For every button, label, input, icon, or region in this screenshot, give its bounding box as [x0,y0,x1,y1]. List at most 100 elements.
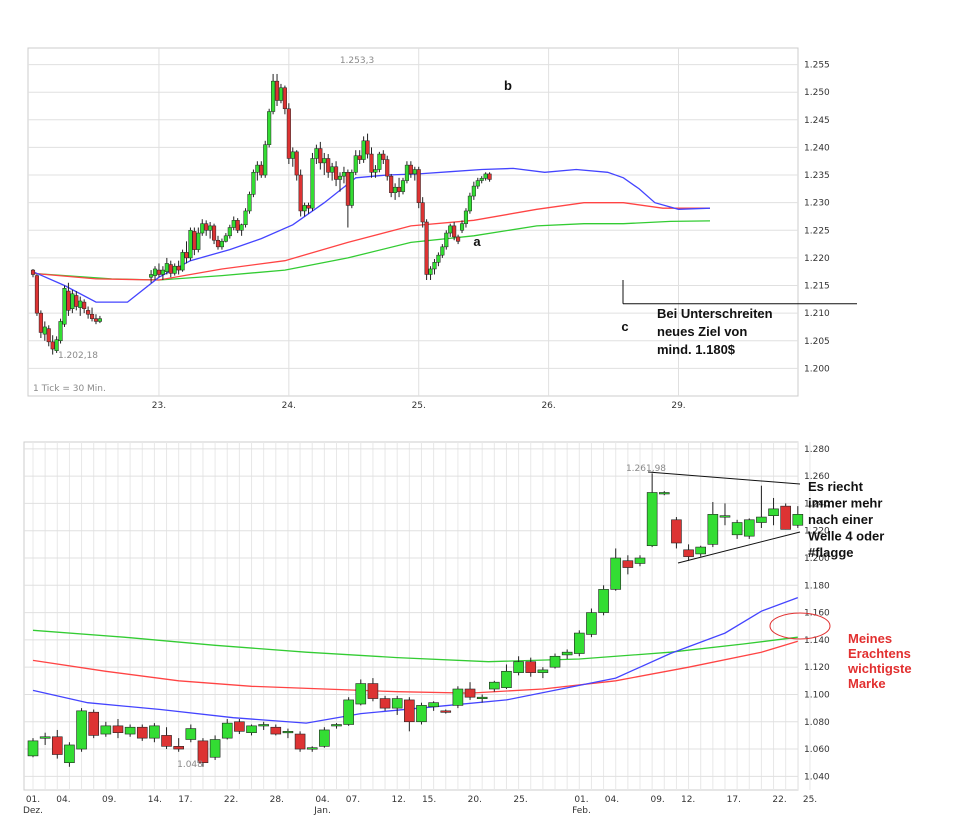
y-tick-label: 1.230 [804,199,830,209]
key-level-circle [769,612,831,640]
candle [780,505,791,530]
candle [424,221,429,275]
y-tick-label: 1.220 [804,254,830,264]
candle [66,290,71,311]
high-label: 1.253,3 [340,56,374,66]
x-tick-label: 24. [282,401,296,411]
candle [412,169,417,175]
candle [192,231,197,250]
x-tick-label: 01. [26,795,40,805]
candle [176,265,181,271]
candle [756,516,767,523]
candle [306,205,311,209]
candle [341,172,346,177]
candle [124,726,136,735]
candle [185,728,197,740]
candle [459,223,465,231]
candle [247,194,252,212]
candle [379,698,391,709]
candle [322,158,327,164]
y-tick-label: 1.200 [804,364,830,374]
candle [537,669,549,673]
candle [30,269,36,275]
moving-average-slow [32,629,798,663]
y-tick-label: 1.100 [804,690,830,700]
candle [428,702,439,708]
candle [200,223,205,234]
candle [267,111,272,145]
candle [731,522,743,536]
candle [156,269,162,275]
intraday-chart: 1.255 1.250 1.245 1.240 1.235 1.230 1.225 1.220… [27,47,857,411]
x-tick-label: 22. [224,795,238,805]
candle [573,632,585,654]
candle [334,166,339,180]
candle [38,312,43,333]
candle [246,725,257,733]
low-label: 1.048 [177,760,203,770]
y-tick-label: 1.080 [804,718,830,728]
candle [622,560,634,568]
y-tick-label: 1.215 [804,282,830,292]
x-tick-label: 01. [574,795,588,805]
x-tick-label: 22. [772,795,786,805]
y-tick-label: 1.180 [804,581,830,591]
annotation-text: immer mehr [808,496,882,511]
candle [173,746,184,750]
candle [34,275,39,314]
candle [369,153,374,173]
annotation-text: nach einer [808,512,873,527]
candle [274,80,280,101]
y-tick-label: 1.120 [804,663,830,673]
x-tick-label: 23. [152,401,166,411]
y-tick-label: 1.205 [804,337,830,347]
triangle-upper-line [647,471,801,485]
x-tick-label: 04. [315,795,329,805]
candle [70,293,75,309]
x-tick-label: 25. [412,401,426,411]
x-tick-label: 09. [650,795,664,805]
candle [282,87,287,110]
annotation-text: Welle 4 oder [808,529,884,544]
candle [561,651,573,656]
candle [357,155,362,160]
candle [74,295,79,307]
candle [695,546,707,555]
x-tick-label: 07. [346,795,360,805]
candle [278,87,284,101]
candle [180,252,185,271]
candle [298,174,303,212]
candle [646,492,658,547]
moving-average-fast [32,167,711,303]
wave-label-c: c [621,319,628,334]
candle [212,225,217,241]
candle [428,268,433,275]
candle [658,492,670,495]
annotation-red-text: Marke [848,676,886,691]
x-month-label: Dez. [23,806,43,816]
candle [215,239,221,248]
annotation-text: mind. 1.180$ [657,342,736,357]
candle [39,736,51,739]
candle [436,254,441,263]
candle [78,300,83,308]
x-tick-label: 17. [178,795,192,805]
candle [792,514,804,526]
candle [302,205,307,212]
x-month-label: Feb. [572,806,591,816]
candle [467,195,472,212]
candle [231,220,236,228]
candle [513,661,524,673]
candle [397,186,402,192]
candle [82,301,87,309]
candle [204,223,209,231]
candle [62,288,67,325]
candle [634,557,646,564]
candle [381,153,386,160]
candle [391,698,403,709]
candle [290,151,295,159]
x-tick-label: 15. [422,795,436,805]
daily-chart: 1.280 1.260 1.240 1.220 1.200 1.180 1.160 1.140… [23,441,912,816]
y-tick-label: 1.235 [804,171,830,181]
